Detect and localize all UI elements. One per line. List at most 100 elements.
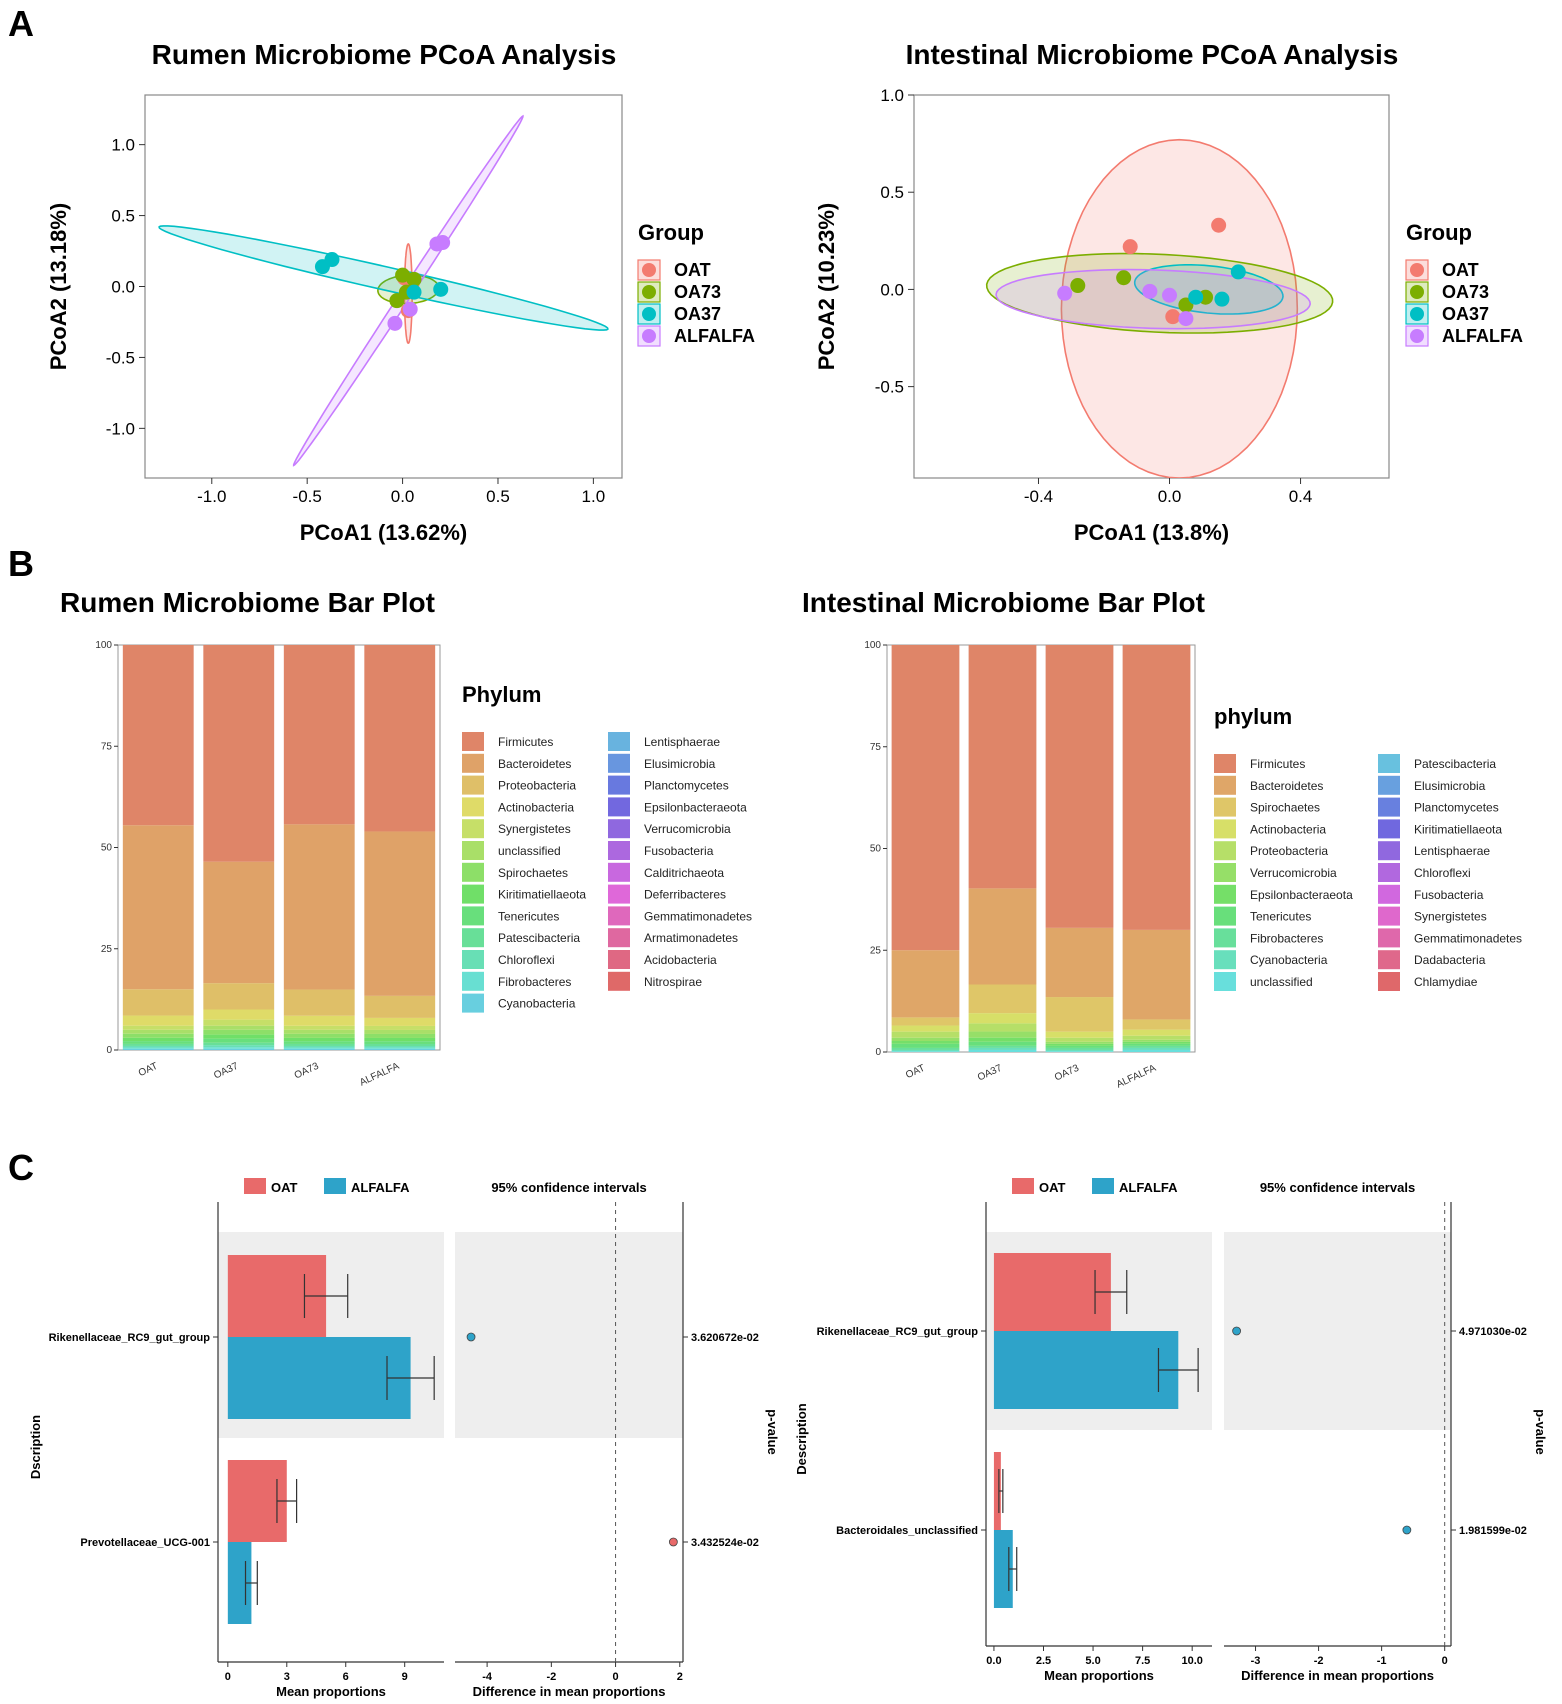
legend-key-bacteroidetes — [462, 753, 484, 773]
legend-dot-alfalfa — [1410, 329, 1424, 343]
bar-segment-spirochaetes — [891, 1017, 960, 1026]
legend-key-alfalfa — [324, 1178, 346, 1194]
pvalue-axis-title: p-value — [765, 1409, 780, 1455]
legend-dot-oa37 — [642, 307, 656, 321]
bar-segment-firmicutes — [1122, 645, 1191, 930]
legend-label-proteobacteria: Proteobacteria — [498, 779, 576, 793]
legend-key-firmicutes — [462, 732, 484, 751]
intestinal-bar-chart: Intestinal Microbiome Bar Plot OAT OA37 OA7… — [802, 587, 1522, 1091]
y-tick-label: 25 — [101, 944, 113, 955]
bar-segment-cyanobacteria — [364, 1048, 436, 1050]
legend-label-fusobacteria: Fusobacteria — [1414, 888, 1484, 902]
legend-key-oat — [1012, 1178, 1034, 1194]
legend-label-fibrobacteres: Fibrobacteres — [498, 975, 571, 989]
point-alfalfa — [1162, 287, 1178, 303]
bar-segment-kiritimatiellaeota — [203, 1034, 275, 1039]
y-axis-title: PCoA2 (13.18%) — [46, 203, 71, 371]
legend-label-chloroflexi: Chloroflexi — [1414, 866, 1471, 880]
legend-key-synergistetes — [462, 819, 484, 839]
point-oa73 — [406, 271, 422, 287]
legend-label-spirochaetes: Spirochaetes — [498, 866, 568, 880]
legend-key-bacteroidetes — [1214, 775, 1236, 795]
y-tick-label: 1.0 — [111, 136, 135, 155]
x-tick-label: OAT — [137, 1061, 160, 1079]
bar-segment-tenericutes — [891, 1043, 960, 1048]
legend-key-patescibacteria — [1378, 754, 1400, 773]
bar-segment-actinobacteria — [364, 1017, 436, 1026]
y-tick-label: 100 — [95, 640, 112, 651]
x-tick-label: -0.4 — [1024, 487, 1053, 506]
bar-segment-firmicutes — [283, 645, 355, 825]
legend-label-bacteroidetes: Bacteroidetes — [498, 757, 571, 771]
bar-segment-fibrobacteres — [283, 1047, 355, 1049]
point-alfalfa — [1178, 311, 1194, 327]
legend-key-fusobacteria — [608, 841, 630, 860]
point-oa37 — [433, 281, 449, 297]
legend-dot-oa73 — [1410, 285, 1424, 299]
point-oat — [1122, 239, 1138, 255]
point-oa73 — [1070, 278, 1086, 294]
legend-key-epsilonbacteraeota — [1214, 884, 1236, 904]
x-tick-label: 0.4 — [1289, 487, 1313, 506]
legend-dot-oat — [1410, 263, 1424, 277]
y-tick-label: 0.0 — [111, 278, 135, 297]
point-oa37 — [1188, 289, 1204, 305]
legend-key-chloroflexi — [1378, 863, 1400, 882]
x-tick-label: -2 — [1314, 1655, 1324, 1667]
feature-label: Rikenellaceae_RC9_gut_group — [817, 1326, 979, 1338]
bar-segment-unclassified — [283, 1029, 355, 1034]
panel-label-a: A — [8, 3, 34, 44]
bar-segment-synergistetes — [283, 1025, 355, 1030]
y-axis-title: Dscription — [28, 1415, 43, 1479]
legend-label-chlamydiae: Chlamydiae — [1414, 975, 1478, 989]
bar-segment-spirochaetes — [122, 1033, 194, 1038]
bar-segment-synergistetes — [122, 1025, 194, 1030]
legend-key-lentisphaerae — [608, 732, 630, 751]
legend-key-firmicutes — [1214, 754, 1236, 773]
legend-key-fibrobacteres — [462, 971, 484, 991]
legend-key-cyanobacteria — [1214, 950, 1236, 970]
bar-segment-bacteroidetes — [1122, 929, 1191, 1020]
legend-key-actinobacteria — [1214, 819, 1236, 839]
bar-segment-unclassified — [203, 1025, 275, 1030]
bar-segment-spirochaetes — [203, 1029, 275, 1035]
y-tick-label: 75 — [101, 741, 113, 752]
bar-segment-chloroflexi — [283, 1045, 355, 1048]
legend-label-oa37: OA37 — [1442, 304, 1489, 324]
legend-key-kiritimatiellaeota — [1378, 819, 1400, 839]
bar-segment-actinobacteria — [1122, 1029, 1191, 1036]
y-tick-label: 50 — [101, 843, 113, 854]
bar-segment-bacteroidetes — [122, 825, 194, 990]
legend-key-oat — [244, 1178, 266, 1194]
x-tick-label: 6 — [343, 1671, 349, 1683]
bar-segment-cyanobacteria — [122, 1048, 194, 1050]
x-tick-label: OA73 — [1053, 1063, 1081, 1084]
y-tick-label: 25 — [870, 945, 882, 956]
legend-key-elusimicrobia — [608, 753, 630, 773]
legend-key-tenericutes — [1214, 906, 1236, 926]
legend-label-actinobacteria: Actinobacteria — [498, 800, 574, 814]
legend-label-oa73: OA73 — [674, 282, 721, 302]
legend-label-oat: OAT — [674, 260, 711, 280]
row-band-right — [1224, 1232, 1451, 1430]
legend-label-firmicutes: Firmicutes — [1250, 757, 1305, 771]
y-tick-label: 0.5 — [880, 183, 904, 202]
bar-segment-tenericutes — [283, 1041, 355, 1044]
x-tick-label: 3 — [284, 1671, 290, 1683]
legend-label-alfalfa: ALFALFA — [351, 1180, 410, 1195]
legend-label-nitrospirae: Nitrospirae — [644, 975, 702, 989]
bar-segment-fibrobacteres — [122, 1047, 194, 1049]
legend-label-synergistetes: Synergistetes — [1414, 910, 1487, 924]
bar-segment-fibrobacteres — [891, 1047, 960, 1050]
bar-alfalfa — [227, 1337, 411, 1419]
legend-key-nitrospirae — [608, 971, 630, 991]
legend-label-lentisphaerae: Lentisphaerae — [1414, 844, 1490, 858]
bar-segment-synergistetes — [364, 1025, 436, 1030]
bar-segment-unclassified — [891, 1051, 960, 1052]
legend-key-fibrobacteres — [1214, 928, 1236, 948]
bar-segment-proteobacteria — [203, 983, 275, 1010]
rumen-bar-chart: Rumen Microbiome Bar Plot OAT OA37 OA73 ALFA… — [60, 587, 752, 1089]
x-tick-label: OAT — [904, 1063, 927, 1081]
bar-segment-fibrobacteres — [203, 1047, 275, 1049]
bar-segment-tenericutes — [1122, 1043, 1191, 1046]
